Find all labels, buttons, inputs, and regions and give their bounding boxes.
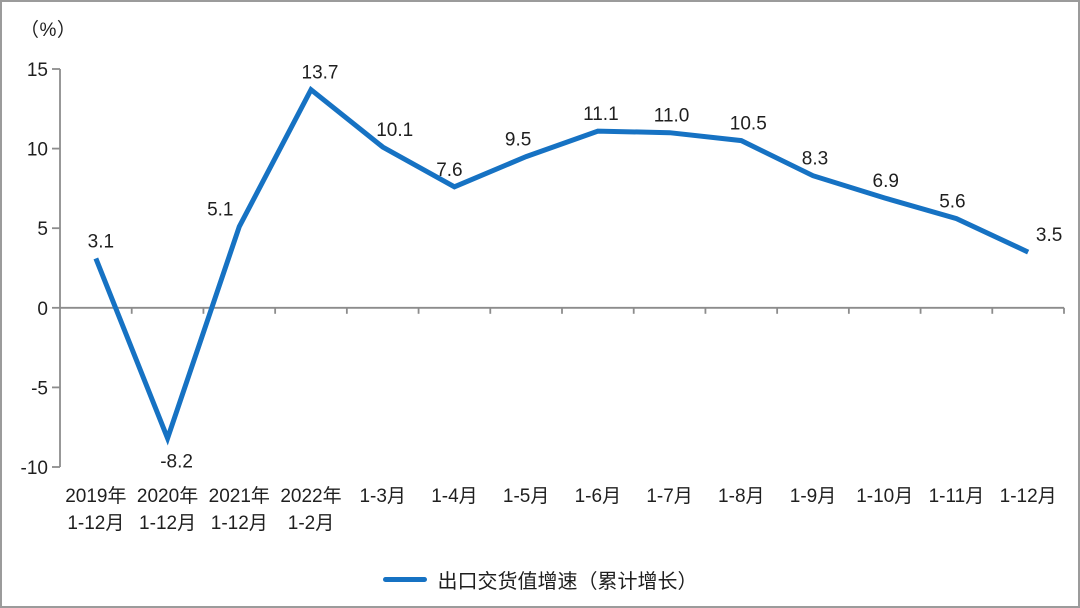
x-axis-tick-label: 1-12月 [139,513,196,534]
x-axis-tick-label: 1-6月 [575,486,621,507]
y-axis-tick-label: -5 [31,378,48,399]
y-axis-tick-label: 5 [37,219,48,240]
x-axis-tick-label: 2022年 [280,485,341,507]
data-point-label: 10.5 [730,114,767,135]
y-axis-tick-label: -10 [21,458,48,479]
data-point-label: 8.3 [802,149,828,170]
x-axis-tick-label: 1-5月 [503,486,549,507]
x-axis-tick-label: 1-3月 [359,486,405,507]
x-axis-tick-label: 1-10月 [856,486,913,507]
x-axis-tick-label: 2020年 [137,485,198,507]
data-point-label: 7.6 [436,160,462,181]
x-axis-tick-label: 2019年 [65,485,126,507]
x-axis-tick-label: 1-7月 [646,486,692,507]
data-point-label: 11.1 [583,104,619,125]
data-point-label: 6.9 [873,171,899,192]
y-axis-unit-label: （%） [20,20,77,41]
x-axis-tick-label: 1-4月 [431,486,477,507]
legend: 出口交货值增速（累计增长） [2,565,1078,594]
legend-series-label: 出口交货值增速（累计增长） [437,571,698,593]
chart-svg: 15 10 5 0 -5 -10 2019年 1-12月 2020年 1-12月 2021年 1-12… [21,60,1065,534]
series-line [93,85,1030,446]
data-point-label: 5.1 [207,200,233,221]
x-axis-tick-label: 1-12月 [211,513,268,534]
y-axis-tick-label: 15 [27,60,48,81]
data-point-label: 3.5 [1036,225,1062,246]
x-axis-tick-label: 1-12月 [1000,486,1057,507]
y-axis-tick-label: 10 [27,140,48,161]
y-axis-tick-label: 0 [37,299,48,320]
data-point-label: 5.6 [939,192,965,213]
data-point-label: -8.2 [160,451,193,472]
x-axis-tick-label: 1-9月 [790,486,836,507]
data-point-label: 10.1 [376,120,413,141]
data-point-label: 13.7 [302,63,339,84]
data-point-label: 3.1 [88,231,114,252]
data-point-label: 9.5 [505,130,531,151]
x-axis-tick-label: 2021年 [209,485,270,507]
legend-line-swatch [382,577,427,582]
x-axis-tick-label: 1-11月 [929,486,985,507]
x-axis-tick-label: 1-2月 [288,513,334,534]
data-point-label: 11.0 [654,106,690,127]
x-axis-tick-label: 1-8月 [718,486,764,507]
x-axis-tick-label: 1-12月 [67,513,124,534]
